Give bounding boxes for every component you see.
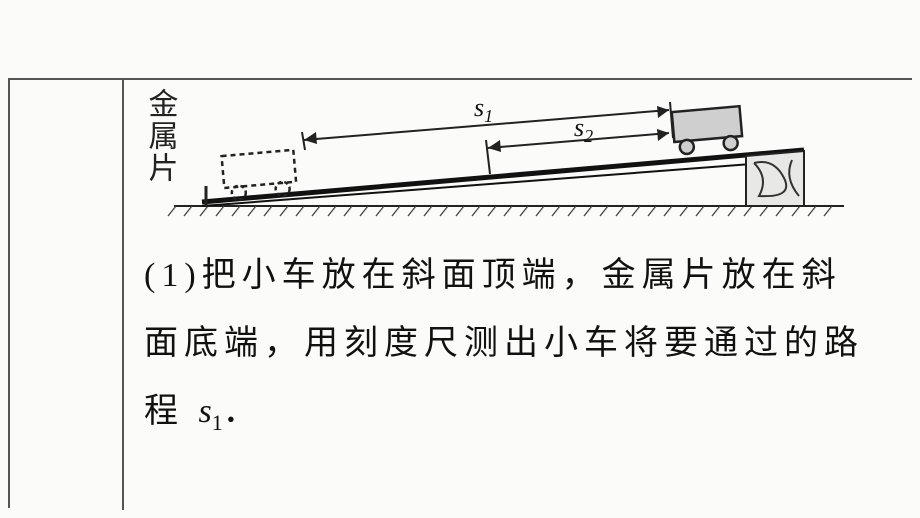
- left-border: [122, 80, 124, 510]
- physics-diagram: 金属片: [144, 88, 874, 218]
- ground-hatch: [168, 206, 844, 216]
- text-line-2: 面底端，用刻度尺测出小车将要通过的路: [144, 310, 888, 378]
- support-block: [746, 151, 804, 206]
- text-line-1: (1)把小车放在斜面顶端，金属片放在斜: [144, 242, 888, 310]
- cart-top: [672, 106, 743, 155]
- s2-label: s2: [574, 113, 593, 146]
- text-line-3: 程 s1．: [144, 378, 888, 446]
- ramp: [202, 150, 804, 206]
- body-text: (1)把小车放在斜面顶端，金属片放在斜 面底端，用刻度尺测出小车将要通过的路 程…: [136, 242, 896, 446]
- outer-left-border: [8, 78, 10, 508]
- diagram-svg: s1 s2: [144, 88, 874, 218]
- page: 金属片: [0, 0, 920, 518]
- metal-plate-label: 金属片: [144, 88, 176, 184]
- s1-label: s1: [474, 93, 493, 126]
- content-area: 金属片: [136, 88, 896, 446]
- top-border: [8, 78, 912, 80]
